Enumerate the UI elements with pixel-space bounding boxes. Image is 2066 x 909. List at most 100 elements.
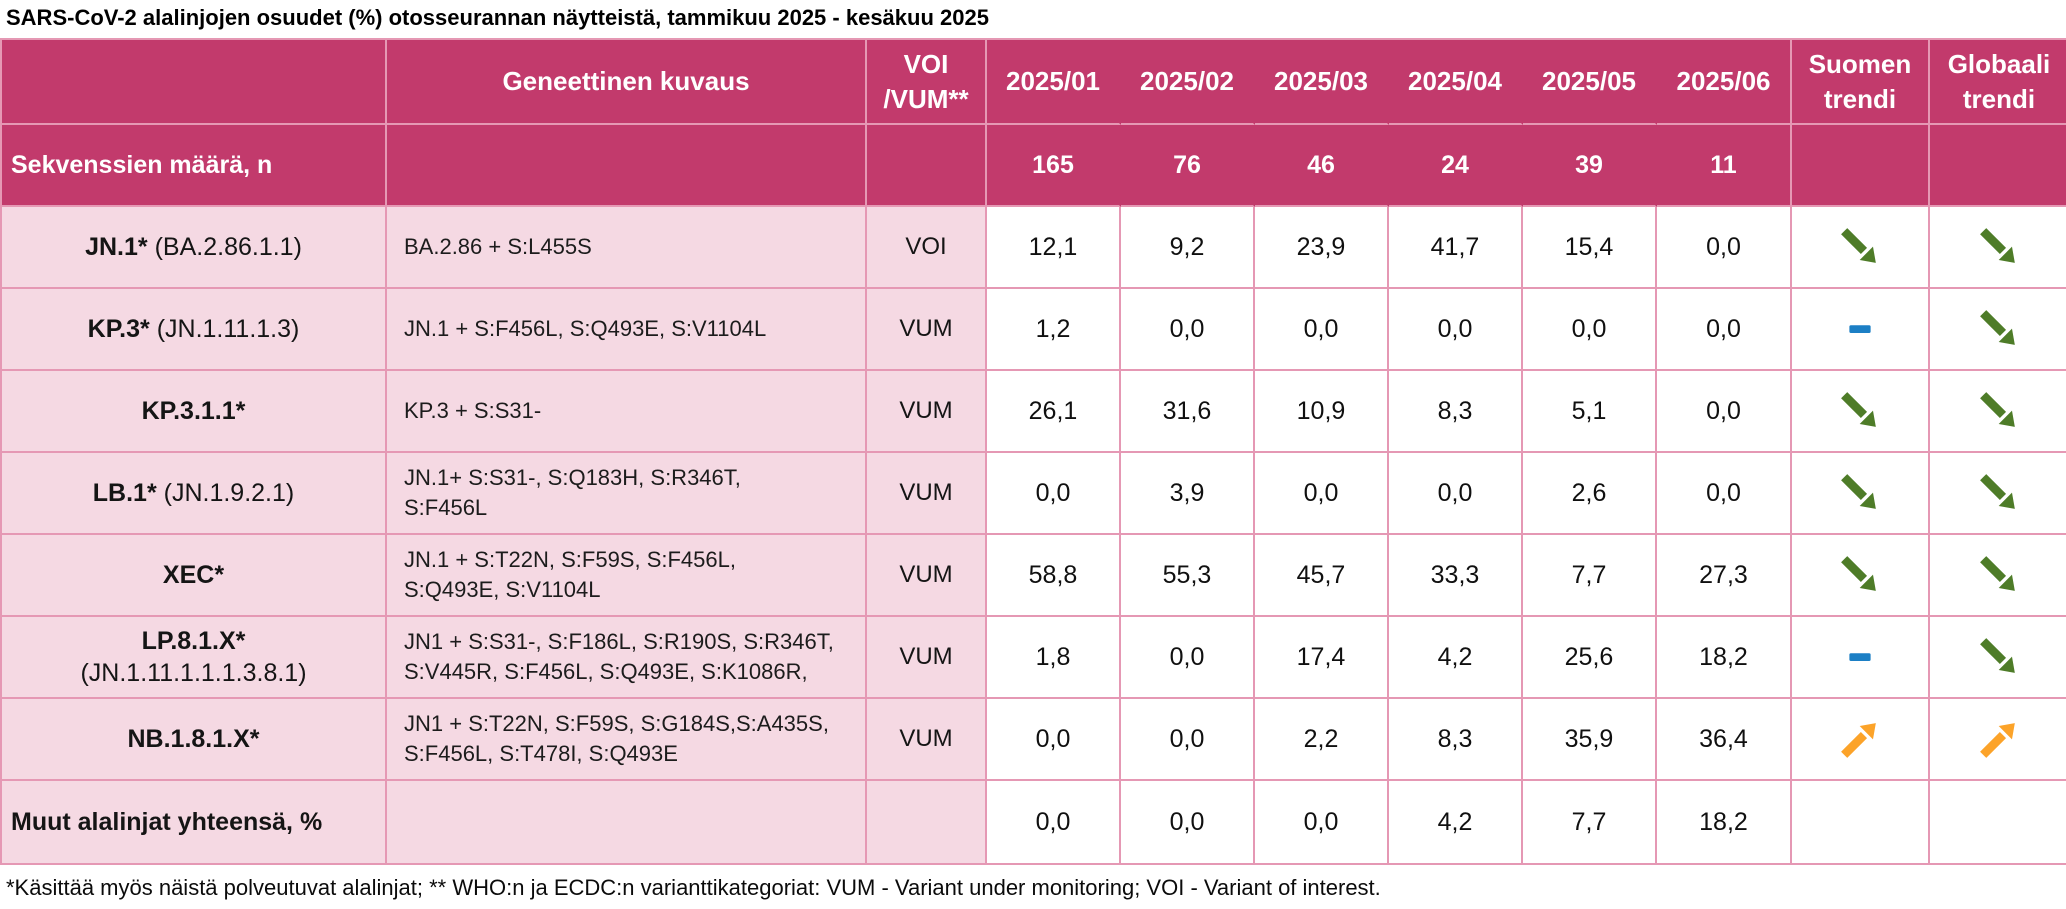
header-genetic-description: Geneettinen kuvaus bbox=[387, 40, 867, 125]
variant-parent-lineage: (JN.1.11.1.3) bbox=[156, 314, 300, 343]
sequence-count-value: 46 bbox=[1255, 125, 1389, 207]
variant-name-cell: JN.1* (BA.2.86.1.1) bbox=[2, 207, 387, 289]
month-value-cell: 0,0 bbox=[987, 781, 1121, 863]
genetic-description-cell: JN1 + S:T22N, S:F59S, S:G184S,S:A435S, S… bbox=[387, 699, 867, 781]
month-value-cell: 0,0 bbox=[987, 699, 1121, 781]
month-value-cell: 55,3 bbox=[1121, 535, 1255, 617]
genetic-description-cell: JN.1 + S:T22N, S:F59S, S:F456L, S:Q493E,… bbox=[387, 535, 867, 617]
trend-down-icon bbox=[1980, 556, 2015, 591]
global-trend-cell bbox=[1930, 699, 2066, 781]
trend-up-icon bbox=[1841, 723, 1876, 758]
category-cell: VUM bbox=[867, 289, 987, 371]
variant-name: LB.1* bbox=[92, 478, 157, 507]
genetic-description-cell: BA.2.86 + S:L455S bbox=[387, 207, 867, 289]
sequence-count-row: Sekvenssien määrä, n 165 76 46 24 39 11 bbox=[2, 125, 2066, 207]
genetic-description-cell: JN.1+ S:S31-, S:Q183H, S:R346T, S:F456L bbox=[387, 453, 867, 535]
month-value-cell: 4,2 bbox=[1389, 617, 1523, 699]
month-value-cell: 7,7 bbox=[1523, 781, 1657, 863]
footnote: *Käsittää myös näistä polveutuvat alalin… bbox=[6, 875, 1381, 900]
header-month: 2025/01 bbox=[987, 40, 1121, 125]
table-row-other-lineages: Muut alalinjat yhteensä, % 0,0 0,0 0,0 4… bbox=[2, 781, 2066, 863]
trend-down-icon bbox=[1841, 392, 1876, 427]
sequence-count-value: 24 bbox=[1389, 125, 1523, 207]
month-value-cell: 36,4 bbox=[1657, 699, 1792, 781]
month-value-cell: 2,6 bbox=[1523, 453, 1657, 535]
month-value-cell: 26,1 bbox=[987, 371, 1121, 453]
variant-parent-lineage: (JN.1.11.1.1.1.3.8.1) bbox=[80, 659, 307, 687]
header-month: 2025/06 bbox=[1657, 40, 1792, 125]
empty-cell bbox=[1930, 125, 2066, 207]
variant-name: NB.1.8.1.X* bbox=[127, 724, 260, 753]
sequence-count-value: 165 bbox=[987, 125, 1121, 207]
header-month: 2025/04 bbox=[1389, 40, 1523, 125]
finland-trend-cell bbox=[1792, 207, 1930, 289]
month-value-cell: 4,2 bbox=[1389, 781, 1523, 863]
month-value-cell: 0,0 bbox=[1255, 453, 1389, 535]
page-title: SARS-CoV-2 alalinjojen osuudet (%) otoss… bbox=[6, 5, 989, 30]
variant-name-cell: Muut alalinjat yhteensä, % bbox=[2, 781, 387, 863]
month-value-cell: 0,0 bbox=[1121, 617, 1255, 699]
month-value-cell: 0,0 bbox=[1523, 289, 1657, 371]
finland-trend-cell bbox=[1792, 289, 1930, 371]
month-value-cell: 3,9 bbox=[1121, 453, 1255, 535]
sequence-count-value: 76 bbox=[1121, 125, 1255, 207]
variant-name: XEC* bbox=[162, 560, 225, 589]
month-value-cell: 7,7 bbox=[1523, 535, 1657, 617]
finland-trend-cell bbox=[1792, 535, 1930, 617]
month-value-cell: 41,7 bbox=[1389, 207, 1523, 289]
trend-down-icon bbox=[1980, 392, 2015, 427]
month-value-cell: 8,3 bbox=[1389, 371, 1523, 453]
variant-parent-lineage: (JN.1.9.2.1) bbox=[163, 478, 295, 507]
month-value-cell: 25,6 bbox=[1523, 617, 1657, 699]
table-row-lp81x: LP.8.1.X* (JN.1.11.1.1.1.3.8.1) JN1 + S:… bbox=[2, 617, 2066, 699]
month-value-cell: 0,0 bbox=[1389, 453, 1523, 535]
month-value-cell: 0,0 bbox=[1121, 781, 1255, 863]
month-value-cell: 1,8 bbox=[987, 617, 1121, 699]
trend-down-icon bbox=[1841, 228, 1876, 263]
month-value-cell: 27,3 bbox=[1657, 535, 1792, 617]
category-cell bbox=[867, 781, 987, 863]
global-trend-cell bbox=[1930, 207, 2066, 289]
genetic-description-cell: JN.1 + S:F456L, S:Q493E, S:V1104L bbox=[387, 289, 867, 371]
header-month: 2025/05 bbox=[1523, 40, 1657, 125]
trend-flat-icon bbox=[1849, 325, 1871, 333]
header-finland-trend: Suomen trendi bbox=[1792, 40, 1930, 125]
month-value-cell: 8,3 bbox=[1389, 699, 1523, 781]
header-global-trend: Globaali trendi bbox=[1930, 40, 2066, 125]
global-trend-cell bbox=[1930, 535, 2066, 617]
variant-name-cell: NB.1.8.1.X* bbox=[2, 699, 387, 781]
month-value-cell: 0,0 bbox=[1389, 289, 1523, 371]
month-value-cell: 31,6 bbox=[1121, 371, 1255, 453]
trend-up-icon bbox=[1980, 723, 2015, 758]
month-value-cell: 45,7 bbox=[1255, 535, 1389, 617]
variant-name-cell: KP.3* (JN.1.11.1.3) bbox=[2, 289, 387, 371]
finland-trend-cell bbox=[1792, 699, 1930, 781]
variant-name-cell: XEC* bbox=[2, 535, 387, 617]
table-row-jn1: JN.1* (BA.2.86.1.1) BA.2.86 + S:L455S VO… bbox=[2, 207, 2066, 289]
variant-name: Muut alalinjat yhteensä, % bbox=[11, 807, 323, 836]
global-trend-cell bbox=[1930, 453, 2066, 535]
sequence-count-value: 39 bbox=[1523, 125, 1657, 207]
table-header-row: Geneettinen kuvaus VOI /VUM** 2025/01 20… bbox=[2, 40, 2066, 125]
category-cell: VUM bbox=[867, 453, 987, 535]
month-value-cell: 0,0 bbox=[1121, 699, 1255, 781]
month-value-cell: 0,0 bbox=[1255, 289, 1389, 371]
header-voi-vum: VOI /VUM** bbox=[867, 40, 987, 125]
month-value-cell: 0,0 bbox=[1255, 781, 1389, 863]
table-row-kp3: KP.3* (JN.1.11.1.3) JN.1 + S:F456L, S:Q4… bbox=[2, 289, 2066, 371]
variant-proportions-table: Geneettinen kuvaus VOI /VUM** 2025/01 20… bbox=[0, 38, 2066, 865]
finland-trend-cell bbox=[1792, 617, 1930, 699]
month-value-cell: 0,0 bbox=[1657, 453, 1792, 535]
month-value-cell: 15,4 bbox=[1523, 207, 1657, 289]
month-value-cell: 33,3 bbox=[1389, 535, 1523, 617]
month-value-cell: 0,0 bbox=[1657, 371, 1792, 453]
trend-down-icon bbox=[1980, 638, 2015, 673]
trend-down-icon bbox=[1980, 228, 2015, 263]
variant-name: JN.1* bbox=[85, 232, 148, 261]
month-value-cell: 0,0 bbox=[1121, 289, 1255, 371]
finland-trend-cell bbox=[1792, 371, 1930, 453]
variant-name-cell: KP.3.1.1* bbox=[2, 371, 387, 453]
trend-down-icon bbox=[1980, 474, 2015, 509]
sequence-count-label: Sekvenssien määrä, n bbox=[2, 125, 387, 207]
trend-down-icon bbox=[1841, 556, 1876, 591]
